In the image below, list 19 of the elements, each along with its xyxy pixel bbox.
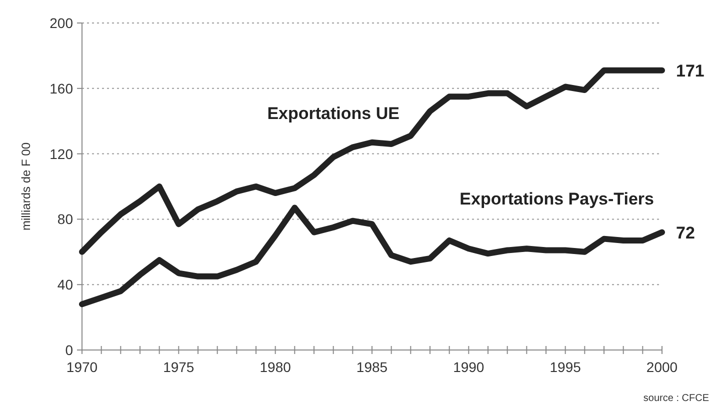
data-label: 171 (676, 61, 704, 80)
series-label: Exportations Pays-Tiers (460, 189, 654, 208)
y-tick-label: 40 (57, 276, 74, 293)
y-axis-title: milliards de F 00 (19, 142, 33, 231)
x-tick-label: 1995 (550, 359, 582, 375)
y-tick-label: 160 (50, 80, 74, 96)
x-tick-label: 1970 (66, 359, 98, 375)
y-tick-label: 200 (50, 15, 74, 31)
y-tick-label: 0 (65, 342, 74, 358)
source-note: source : CFCE (643, 393, 710, 404)
data-label: 72 (676, 223, 695, 242)
series-label: Exportations UE (267, 104, 400, 124)
x-tick-label: 2000 (646, 359, 678, 375)
x-tick-label: 1975 (163, 359, 194, 375)
x-tick-label: 1990 (453, 359, 484, 375)
y-tick-label: 80 (57, 211, 74, 228)
x-tick-label: 1985 (356, 359, 388, 375)
y-tick-label: 120 (50, 146, 74, 162)
x-tick-label: 1980 (260, 359, 292, 375)
